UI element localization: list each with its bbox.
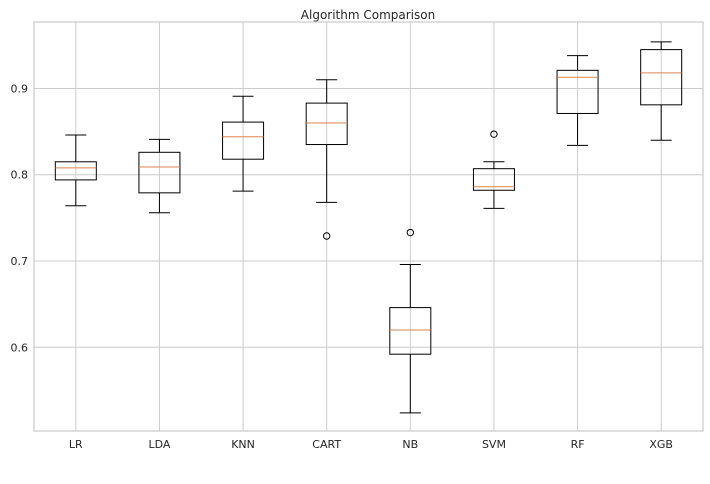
x-tick-label: KNN [231, 438, 255, 451]
chart-title: Algorithm Comparison [301, 8, 435, 22]
outlier-point [490, 130, 498, 138]
x-tick-label: LDA [148, 438, 170, 451]
y-tick-label: 0.8 [11, 169, 29, 182]
x-tick-label: RF [571, 438, 585, 451]
box-lda [138, 138, 181, 214]
outlier-point [406, 228, 415, 237]
y-tick-label: 0.7 [11, 255, 29, 268]
x-tick-label: NB [402, 438, 418, 451]
y-tick-label: 0.6 [11, 341, 29, 354]
box-knn [222, 95, 265, 192]
box-rf [556, 55, 599, 146]
iqr-box [556, 69, 599, 114]
x-tick-label: LR [69, 438, 83, 451]
x-tick-label: XGB [649, 438, 673, 451]
box-svm [472, 130, 515, 209]
iqr-box [472, 168, 515, 191]
y-tick-label: 0.9 [11, 82, 29, 95]
x-tick-label: CART [312, 438, 341, 451]
box-xgb [640, 41, 683, 141]
x-tick-label: SVM [482, 438, 506, 451]
iqr-box [389, 307, 432, 355]
box-layer [54, 41, 683, 414]
box-lr [54, 134, 97, 207]
box-cart [305, 79, 348, 240]
plot-frame [33, 21, 704, 432]
iqr-box [222, 121, 265, 160]
iqr-box [305, 102, 348, 146]
tick-layer: 0.6 0.7 0.8 0.9 LR LDA KNN CART NB SVM RF XGB [11, 82, 673, 451]
box-nb [389, 228, 432, 414]
iqr-box [138, 151, 181, 194]
grid-layer [34, 22, 703, 431]
outlier-point [322, 232, 331, 240]
iqr-box [640, 49, 683, 106]
iqr-box [54, 161, 97, 181]
